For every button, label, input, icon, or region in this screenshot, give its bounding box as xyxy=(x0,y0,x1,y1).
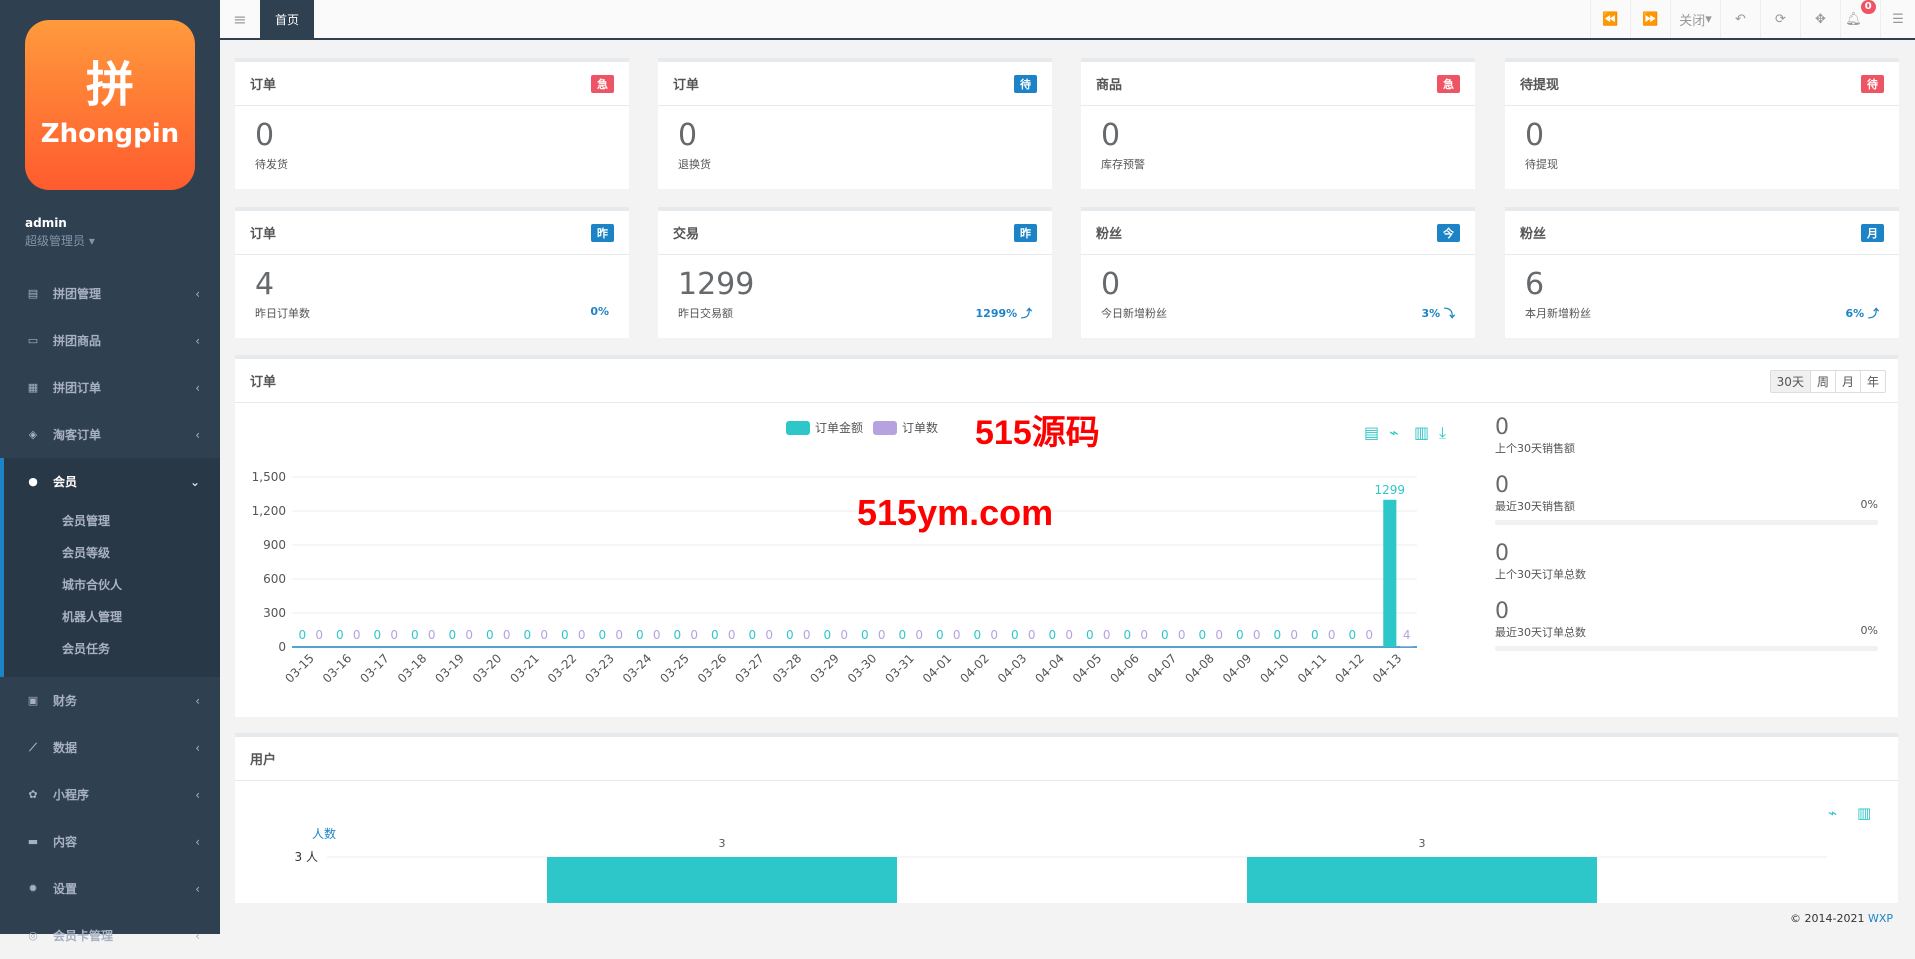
footer: © 2014-2021 WXP xyxy=(1790,912,1893,925)
user-bar xyxy=(1247,857,1597,903)
data-label: 3 xyxy=(719,837,726,850)
y-tick-label: 3 人 xyxy=(295,850,318,864)
footer-link[interactable]: WXP xyxy=(1868,912,1893,925)
copyright: © 2014-2021 xyxy=(1790,912,1864,925)
toolbox-bar-icon: ▥ xyxy=(1857,804,1871,822)
toolbox-line-icon: ⌁ xyxy=(1828,804,1837,822)
watermark-1: 515源码 xyxy=(975,405,1100,454)
data-label: 3 xyxy=(1419,837,1426,850)
y-axis-name: 人数 xyxy=(312,826,336,841)
watermark-2: 515ym.com xyxy=(857,492,1053,534)
user-bar xyxy=(547,857,897,903)
users-chart: 人数 3 人 3 3 ⌁ ▥ xyxy=(0,0,1915,903)
